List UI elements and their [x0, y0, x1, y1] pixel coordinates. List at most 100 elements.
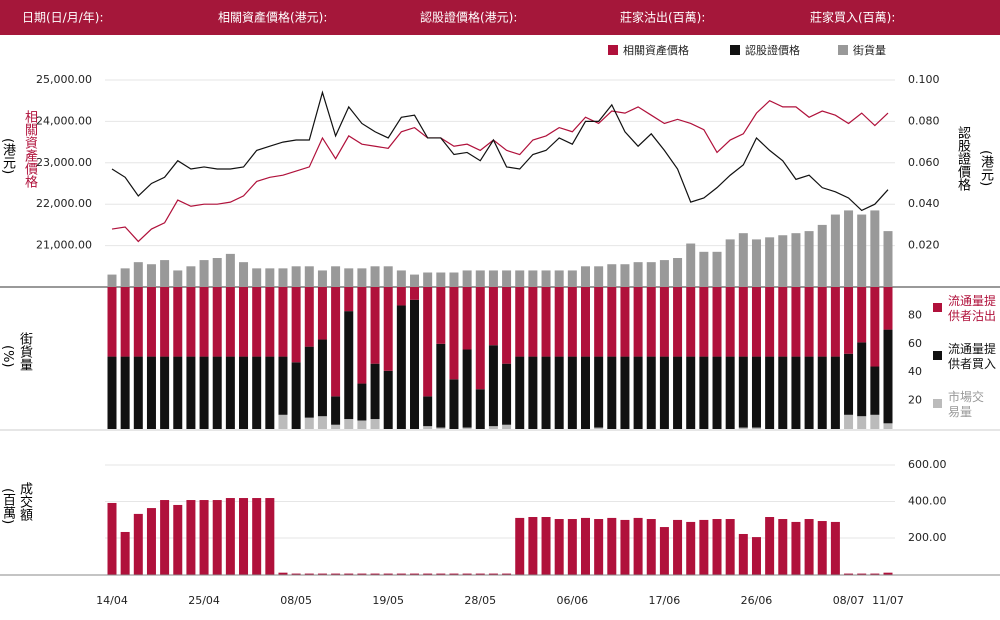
- y-tick-label: 0.040: [908, 197, 940, 210]
- turnover-bar: [817, 521, 827, 575]
- volume-bar: [646, 262, 656, 287]
- stack-bar: [107, 356, 117, 429]
- stack-bar: [252, 287, 262, 357]
- legend-label: 街貨量: [853, 43, 886, 57]
- stack-bar: [620, 287, 630, 357]
- stack-bar: [502, 363, 512, 425]
- stack-bar: [304, 417, 314, 429]
- stack-bar: [462, 349, 472, 428]
- stack-bar: [515, 356, 525, 429]
- x-tick-label: 19/05: [372, 594, 404, 607]
- volume-bar: [160, 260, 170, 287]
- stack-bar: [633, 356, 643, 429]
- volume-bar: [554, 270, 564, 287]
- stack-bar: [712, 287, 722, 357]
- volume-bar: [738, 233, 748, 287]
- stack-bar: [567, 287, 577, 357]
- stack-bar: [870, 366, 880, 415]
- stack-bar: [462, 427, 472, 429]
- turnover-bar: [383, 573, 393, 575]
- stack-bar: [317, 339, 327, 417]
- stack-bar: [239, 356, 249, 429]
- header-label: 相關資產價格(港元):: [218, 10, 327, 25]
- volume-bar: [607, 264, 617, 287]
- stack-bar: [199, 356, 209, 429]
- y-tick-label: 25,000.00: [36, 73, 92, 86]
- legend-label: 流通量提供者買入: [948, 342, 997, 371]
- turnover-bar: [857, 573, 867, 575]
- volume-bar: [304, 266, 314, 287]
- stack-bar: [567, 356, 577, 429]
- y-tick-label: 21,000.00: [36, 239, 92, 252]
- volume-bar: [778, 235, 788, 287]
- volume-bar: [173, 270, 183, 287]
- legend-swatch: [608, 45, 618, 55]
- turnover-bar: [620, 519, 630, 575]
- turnover-bar: [475, 573, 485, 575]
- stack-bar: [410, 299, 420, 429]
- turnover-bar: [646, 519, 656, 575]
- volume-bar: [712, 251, 722, 287]
- volume-bar: [344, 268, 354, 287]
- turnover-bar: [449, 573, 459, 575]
- stack-bar: [212, 287, 222, 357]
- volume-bar: [804, 231, 814, 287]
- turnover-bar: [265, 498, 275, 575]
- stack-bar: [528, 287, 538, 357]
- stack-bar: [857, 287, 867, 343]
- header-label: 日期(日/月/年):: [22, 11, 104, 25]
- y-tick-label: 200.00: [908, 531, 947, 544]
- volume-bar: [396, 270, 406, 287]
- stack-bar: [554, 287, 564, 357]
- turnover-bar: [173, 504, 183, 575]
- stack-bar: [883, 287, 893, 330]
- stack-bar: [120, 356, 130, 429]
- header-label: 莊家沽出(百萬):: [620, 10, 705, 25]
- turnover-bar: [883, 572, 893, 575]
- volume-bar: [791, 233, 801, 287]
- stack-bar: [475, 389, 485, 429]
- volume-bar: [528, 270, 538, 287]
- turnover-bar: [344, 573, 354, 575]
- stack-bar: [212, 356, 222, 429]
- turnover-bar: [830, 521, 840, 575]
- y-tick-label: 0.080: [908, 114, 940, 127]
- stack-bar: [883, 423, 893, 429]
- stack-bar: [331, 287, 341, 397]
- stack-bar: [370, 419, 380, 429]
- legend-swatch: [933, 303, 942, 312]
- stack-bar: [502, 424, 512, 429]
- volume-bar: [186, 266, 196, 287]
- stack-bar: [370, 287, 380, 364]
- stack-bar: [870, 414, 880, 429]
- legend-label: 市場交易量: [948, 390, 985, 419]
- x-tick-label: 06/06: [556, 594, 588, 607]
- turnover-bar: [410, 573, 420, 575]
- volume-bar: [410, 274, 420, 287]
- stack-bar: [317, 416, 327, 429]
- axis-unit: (港元): [0, 138, 15, 175]
- volume-bar: [870, 210, 880, 287]
- turnover-bar: [212, 500, 222, 575]
- stack-bar: [383, 370, 393, 429]
- stack-bar: [199, 287, 209, 357]
- turnover-bar: [528, 517, 538, 575]
- stack-bar: [870, 287, 880, 367]
- x-tick-label: 17/06: [649, 594, 681, 607]
- turnover-bar: [133, 513, 143, 575]
- stack-bar: [344, 419, 354, 429]
- turnover-bar: [252, 498, 262, 575]
- axis-title: 認股證價格: [955, 126, 970, 191]
- stack-bar: [673, 356, 683, 429]
- volume-bar: [383, 266, 393, 287]
- turnover-bar: [199, 500, 209, 575]
- stack-bar: [120, 287, 130, 357]
- axis-unit: (港元): [978, 150, 993, 187]
- stack-bar: [607, 287, 617, 357]
- turnover-bar: [239, 498, 249, 575]
- stack-bar: [580, 356, 590, 429]
- volume-bar: [488, 270, 498, 287]
- stack-bar: [278, 414, 288, 429]
